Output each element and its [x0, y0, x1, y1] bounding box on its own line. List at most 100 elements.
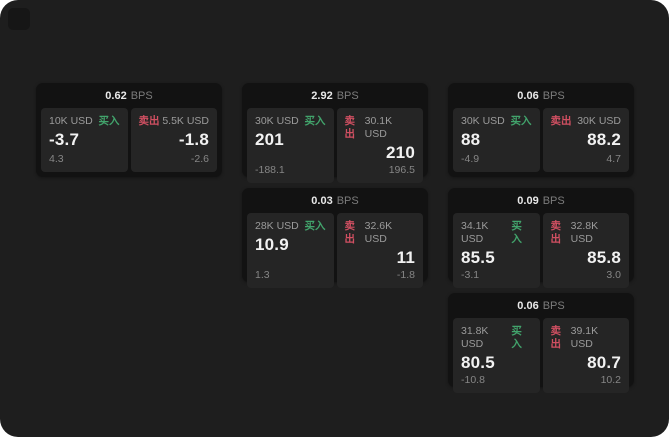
buy-side-label: 买入: [304, 220, 326, 232]
sell-side-label: 卖出: [138, 115, 160, 127]
buy-sell-panels: 10K USD 买入 -3.7 4.3 卖出 5.5K USD -1.8 -2.…: [41, 108, 217, 172]
sell-panel[interactable]: 卖出 32.8K USD 85.8 3.0: [542, 213, 629, 288]
buy-amount: 30K USD: [255, 115, 299, 127]
buy-panel[interactable]: 34.1K USD 买入 85.5 -3.1: [453, 213, 540, 288]
quote-card: 2.92 BPS 30K USD 买入 201 -188.1 卖出 30.1K …: [242, 83, 428, 183]
bps-value: 0.09: [517, 195, 539, 207]
sell-panel-top: 卖出 32.8K USD: [551, 220, 622, 246]
buy-panel[interactable]: 31.8K USD 买入 80.5 -10.8: [453, 318, 540, 393]
buy-amount: 28K USD: [255, 220, 299, 232]
buy-delta: 1.3: [255, 269, 270, 281]
sell-panel[interactable]: 卖出 30K USD 88.2 4.7: [542, 108, 629, 172]
buy-sell-panels: 30K USD 买入 201 -188.1 卖出 30.1K USD 210 1…: [247, 108, 423, 183]
sell-delta: 3.0: [606, 269, 621, 281]
buy-side-label: 买入: [511, 325, 522, 350]
buy-panel[interactable]: 30K USD 买入 88 -4.9: [453, 108, 540, 172]
bps-value: 2.92: [311, 90, 333, 102]
buy-delta: -10.8: [461, 374, 485, 386]
bps-value: 0.06: [517, 90, 539, 102]
bps-value: 0.06: [517, 300, 539, 312]
sell-panel[interactable]: 卖出 39.1K USD 80.7 10.2: [542, 318, 629, 393]
bps-header: 2.92 BPS: [247, 88, 423, 105]
buy-delta: -3.1: [461, 269, 480, 281]
buy-price: -3.7: [49, 130, 80, 149]
buy-side-label: 买入: [98, 115, 120, 127]
buy-delta: 4.3: [49, 153, 64, 165]
bps-header: 0.06 BPS: [453, 298, 629, 315]
buy-panel-top: 30K USD 买入: [461, 115, 532, 128]
sell-amount: 39.1K USD: [570, 325, 599, 350]
buy-price: 88: [461, 130, 481, 149]
sell-side-label: 卖出: [550, 325, 562, 350]
buy-side-label: 买入: [511, 220, 522, 245]
buy-sell-panels: 28K USD 买入 10.9 1.3 卖出 32.6K USD 11 -1.8: [247, 213, 423, 288]
buy-price: 10.9: [255, 235, 289, 254]
buy-panel-top: 30K USD 买入: [255, 115, 326, 128]
bps-header: 0.06 BPS: [453, 88, 629, 105]
sell-price: -1.8: [178, 130, 209, 149]
sell-panel-top: 卖出 5.5K USD: [139, 115, 210, 128]
sell-amount: 5.5K USD: [162, 115, 209, 127]
sell-price: 80.7: [587, 353, 621, 372]
buy-amount: 30K USD: [461, 115, 505, 127]
buy-sell-panels: 34.1K USD 买入 85.5 -3.1 卖出 32.8K USD 85.8…: [453, 213, 629, 288]
quote-card: 0.62 BPS 10K USD 买入 -3.7 4.3 卖出 5.5K USD…: [36, 83, 222, 177]
buy-amount: 31.8K USD: [461, 325, 489, 350]
sell-panel[interactable]: 卖出 30.1K USD 210 196.5: [336, 108, 423, 183]
quote-card: 0.09 BPS 34.1K USD 买入 85.5 -3.1 卖出 32.8K…: [448, 188, 634, 288]
bps-unit-label: BPS: [130, 90, 153, 102]
buy-panel[interactable]: 30K USD 买入 201 -188.1: [247, 108, 334, 183]
sell-side-label: 卖出: [344, 115, 356, 140]
buy-side-label: 买入: [304, 115, 326, 127]
buy-amount: 10K USD: [49, 115, 93, 127]
sell-amount: 30K USD: [577, 115, 621, 127]
buy-sell-panels: 30K USD 买入 88 -4.9 卖出 30K USD 88.2 4.7: [453, 108, 629, 172]
buy-price: 80.5: [461, 353, 495, 372]
sell-side-label: 卖出: [344, 220, 356, 245]
buy-panel-top: 31.8K USD 买入: [461, 325, 532, 351]
sell-price: 210: [386, 143, 415, 162]
sell-amount: 32.8K USD: [570, 220, 599, 245]
sell-panel[interactable]: 卖出 32.6K USD 11 -1.8: [336, 213, 423, 288]
buy-panel-top: 34.1K USD 买入: [461, 220, 532, 246]
sell-delta: 4.7: [606, 153, 621, 165]
bps-unit-label: BPS: [336, 90, 359, 102]
quote-card: 0.06 BPS 31.8K USD 买入 80.5 -10.8 卖出 39.1…: [448, 293, 634, 393]
buy-panel[interactable]: 28K USD 买入 10.9 1.3: [247, 213, 334, 288]
quote-grid: 0.62 BPS 10K USD 买入 -3.7 4.3 卖出 5.5K USD…: [36, 83, 634, 393]
buy-panel-top: 10K USD 买入: [49, 115, 120, 128]
buy-amount: 34.1K USD: [461, 220, 489, 245]
buy-panel[interactable]: 10K USD 买入 -3.7 4.3: [41, 108, 128, 172]
buy-side-label: 买入: [510, 115, 532, 127]
sell-delta: 10.2: [600, 374, 621, 386]
bps-unit-label: BPS: [542, 300, 565, 312]
sell-amount: 30.1K USD: [364, 115, 393, 140]
sell-delta: 196.5: [388, 164, 415, 176]
quote-card: 0.06 BPS 30K USD 买入 88 -4.9 卖出 30K USD 8…: [448, 83, 634, 177]
sell-panel-top: 卖出 30.1K USD: [345, 115, 416, 141]
sell-panel-top: 卖出 32.6K USD: [345, 220, 416, 246]
sell-delta: -2.6: [190, 153, 209, 165]
sell-price: 88.2: [587, 130, 621, 149]
sell-panel[interactable]: 卖出 5.5K USD -1.8 -2.6: [130, 108, 217, 172]
bps-value: 0.03: [311, 195, 333, 207]
sell-side-label: 卖出: [550, 220, 562, 245]
sell-price: 11: [396, 248, 415, 267]
buy-delta: -188.1: [255, 164, 285, 176]
buy-sell-panels: 31.8K USD 买入 80.5 -10.8 卖出 39.1K USD 80.…: [453, 318, 629, 393]
sell-amount: 32.6K USD: [364, 220, 393, 245]
bps-header: 0.09 BPS: [453, 193, 629, 210]
buy-price: 85.5: [461, 248, 495, 267]
bps-header: 0.03 BPS: [247, 193, 423, 210]
corner-button[interactable]: [8, 8, 30, 30]
quote-card: 0.03 BPS 28K USD 买入 10.9 1.3 卖出 32.6K US…: [242, 188, 428, 288]
bps-value: 0.62: [105, 90, 127, 102]
sell-delta: -1.8: [396, 269, 415, 281]
bps-unit-label: BPS: [336, 195, 359, 207]
sell-panel-top: 卖出 39.1K USD: [551, 325, 622, 351]
sell-panel-top: 卖出 30K USD: [551, 115, 622, 128]
bps-unit-label: BPS: [542, 195, 565, 207]
buy-panel-top: 28K USD 买入: [255, 220, 326, 233]
bps-header: 0.62 BPS: [41, 88, 217, 105]
